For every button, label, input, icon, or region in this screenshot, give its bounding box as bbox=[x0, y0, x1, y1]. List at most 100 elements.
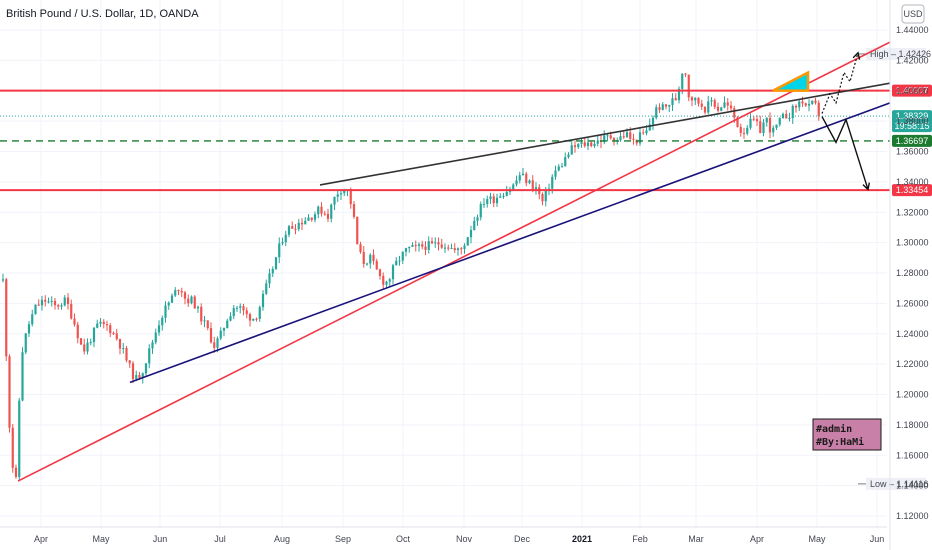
candle-body[interactable] bbox=[629, 132, 632, 139]
candle-body[interactable] bbox=[593, 143, 596, 147]
candle-body[interactable] bbox=[274, 257, 278, 269]
candle-body[interactable] bbox=[664, 104, 668, 107]
candle-body[interactable] bbox=[278, 243, 281, 258]
candle-body[interactable] bbox=[86, 342, 89, 352]
candle-body[interactable] bbox=[102, 321, 105, 325]
candle-body[interactable] bbox=[749, 118, 752, 128]
candle-body[interactable] bbox=[417, 244, 421, 246]
candle-body[interactable] bbox=[271, 268, 274, 274]
candle-body[interactable] bbox=[190, 296, 193, 304]
candle-body[interactable] bbox=[164, 305, 167, 318]
candle-body[interactable] bbox=[60, 305, 63, 307]
candle-body[interactable] bbox=[37, 304, 40, 306]
candle-body[interactable] bbox=[739, 126, 742, 133]
candle-body[interactable] bbox=[603, 135, 606, 143]
candle-body[interactable] bbox=[697, 97, 700, 104]
candle-body[interactable] bbox=[768, 117, 772, 133]
candle-body[interactable] bbox=[736, 117, 739, 127]
candle-body[interactable] bbox=[388, 279, 391, 282]
candle-body[interactable] bbox=[713, 100, 716, 107]
candle-body[interactable] bbox=[330, 204, 333, 219]
candle-body[interactable] bbox=[521, 173, 525, 176]
candle-body[interactable] bbox=[27, 324, 31, 334]
candle-body[interactable] bbox=[255, 318, 258, 320]
candle-body[interactable] bbox=[109, 325, 112, 334]
candle-body[interactable] bbox=[573, 145, 577, 148]
candle-body[interactable] bbox=[307, 217, 310, 221]
candle-body[interactable] bbox=[564, 157, 567, 167]
candle-body[interactable] bbox=[5, 279, 8, 357]
candle-body[interactable] bbox=[323, 213, 326, 215]
candle-body[interactable] bbox=[791, 105, 794, 119]
candle-body[interactable] bbox=[242, 306, 245, 311]
candle-body[interactable] bbox=[671, 98, 674, 105]
candle-body[interactable] bbox=[297, 222, 300, 230]
candle-body[interactable] bbox=[804, 103, 807, 106]
candle-body[interactable] bbox=[583, 142, 586, 147]
candle-body[interactable] bbox=[239, 306, 242, 308]
candle-body[interactable] bbox=[66, 297, 70, 304]
candle-body[interactable] bbox=[411, 245, 414, 247]
candle-body[interactable] bbox=[336, 194, 339, 197]
candle-body[interactable] bbox=[148, 348, 151, 364]
candle-body[interactable] bbox=[369, 254, 372, 264]
candle-body[interactable] bbox=[187, 298, 190, 304]
candle-body[interactable] bbox=[798, 101, 801, 108]
candle-body[interactable] bbox=[395, 260, 398, 266]
candle-body[interactable] bbox=[469, 230, 473, 238]
candle-body[interactable] bbox=[232, 308, 235, 317]
candle-body[interactable] bbox=[287, 226, 291, 235]
candle-body[interactable] bbox=[203, 320, 206, 322]
candle-body[interactable] bbox=[31, 314, 34, 325]
candle-body[interactable] bbox=[92, 327, 96, 343]
candle-body[interactable] bbox=[778, 118, 781, 125]
candle-body[interactable] bbox=[642, 132, 645, 134]
candle-body[interactable] bbox=[694, 97, 697, 101]
candle-body[interactable] bbox=[486, 199, 489, 204]
candle-body[interactable] bbox=[375, 260, 378, 270]
candle-body[interactable] bbox=[590, 142, 593, 147]
candle-body[interactable] bbox=[258, 307, 261, 319]
candle-body[interactable] bbox=[122, 348, 125, 350]
candle-body[interactable] bbox=[495, 197, 499, 204]
candle-body[interactable] bbox=[304, 220, 307, 225]
candle-body[interactable] bbox=[512, 184, 515, 190]
candle-body[interactable] bbox=[365, 263, 369, 265]
candle-body[interactable] bbox=[281, 242, 284, 244]
candle-body[interactable] bbox=[40, 299, 44, 306]
candle-body[interactable] bbox=[73, 318, 76, 325]
candle-body[interactable] bbox=[174, 290, 177, 296]
candle-body[interactable] bbox=[44, 299, 47, 302]
candle-body[interactable] bbox=[622, 136, 625, 138]
candle-body[interactable] bbox=[320, 206, 323, 214]
candle-body[interactable] bbox=[294, 228, 297, 230]
candle-body[interactable] bbox=[89, 342, 92, 344]
candle-body[interactable] bbox=[814, 100, 817, 103]
candle-body[interactable] bbox=[53, 300, 57, 306]
candle-body[interactable] bbox=[118, 339, 122, 349]
candle-body[interactable] bbox=[99, 321, 102, 324]
candle-body[interactable] bbox=[476, 217, 479, 221]
candle-body[interactable] bbox=[632, 138, 635, 140]
candle-body[interactable] bbox=[489, 196, 492, 200]
candle-body[interactable] bbox=[11, 427, 14, 468]
candle-body[interactable] bbox=[723, 102, 726, 108]
candle-body[interactable] bbox=[609, 135, 612, 139]
candle-body[interactable] bbox=[424, 246, 427, 250]
candle-body[interactable] bbox=[525, 173, 528, 184]
candle-body[interactable] bbox=[807, 103, 811, 106]
candle-body[interactable] bbox=[385, 281, 388, 285]
candle-body[interactable] bbox=[193, 296, 196, 309]
candle-body[interactable] bbox=[726, 102, 729, 106]
projections[interactable] bbox=[821, 51, 871, 191]
candle-body[interactable] bbox=[180, 290, 183, 293]
blue-rising-trendline[interactable] bbox=[129, 102, 891, 384]
candle-body[interactable] bbox=[541, 194, 544, 202]
candle-body[interactable] bbox=[482, 203, 486, 205]
candle-body[interactable] bbox=[645, 130, 648, 134]
candle-body[interactable] bbox=[518, 175, 521, 181]
candle-body[interactable] bbox=[378, 269, 382, 276]
candle-body[interactable] bbox=[606, 135, 609, 137]
candle-body[interactable] bbox=[404, 248, 408, 252]
